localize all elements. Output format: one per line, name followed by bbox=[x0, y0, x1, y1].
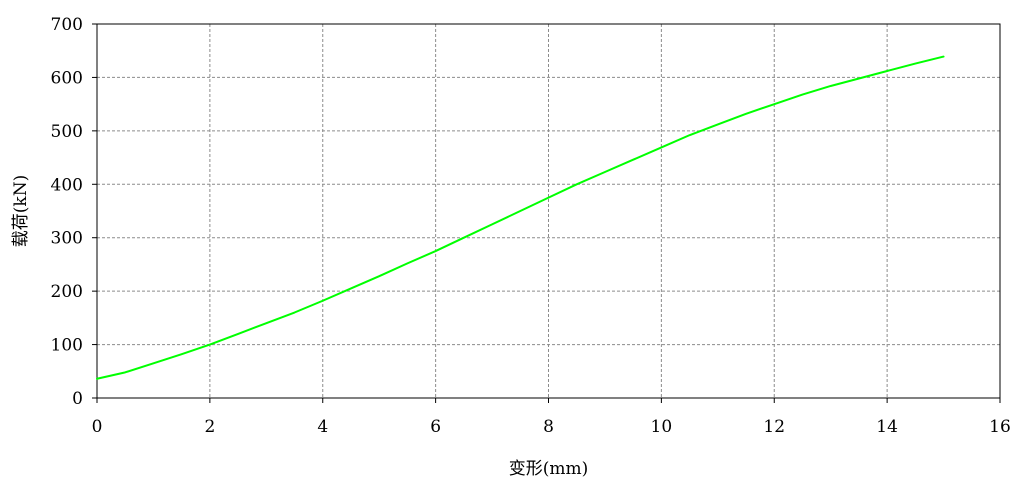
x-tick-label: 4 bbox=[317, 417, 328, 437]
y-tick-label: 200 bbox=[51, 282, 83, 302]
x-axis-title: 变形(mm) bbox=[509, 459, 589, 479]
x-tick-label: 10 bbox=[651, 417, 673, 437]
grid bbox=[97, 24, 1000, 398]
y-tick-label: 400 bbox=[51, 175, 83, 195]
ticks bbox=[92, 23, 1001, 403]
x-tick-label: 12 bbox=[763, 417, 785, 437]
y-tick-label: 700 bbox=[51, 15, 83, 35]
y-tick-label: 300 bbox=[51, 229, 83, 249]
x-tick-label: 0 bbox=[92, 417, 103, 437]
x-tick-label: 16 bbox=[989, 417, 1011, 437]
y-axis-title: 载荷(kN) bbox=[11, 175, 31, 247]
y-tick-label: 100 bbox=[51, 336, 83, 356]
x-tick-label: 8 bbox=[543, 417, 554, 437]
series-line bbox=[96, 55, 945, 380]
y-tick-label: 500 bbox=[51, 122, 83, 142]
y-tick-labels: 0 100 200 300 400 500 600 700 bbox=[51, 15, 83, 409]
x-tick-label: 2 bbox=[204, 417, 215, 437]
series bbox=[96, 55, 945, 380]
y-tick-label: 0 bbox=[72, 389, 83, 409]
x-tick-label: 6 bbox=[430, 417, 441, 437]
x-tick-labels: 0 2 4 6 8 10 12 14 16 bbox=[92, 417, 1011, 437]
x-tick-label: 14 bbox=[876, 417, 898, 437]
y-tick-label: 600 bbox=[51, 68, 83, 88]
